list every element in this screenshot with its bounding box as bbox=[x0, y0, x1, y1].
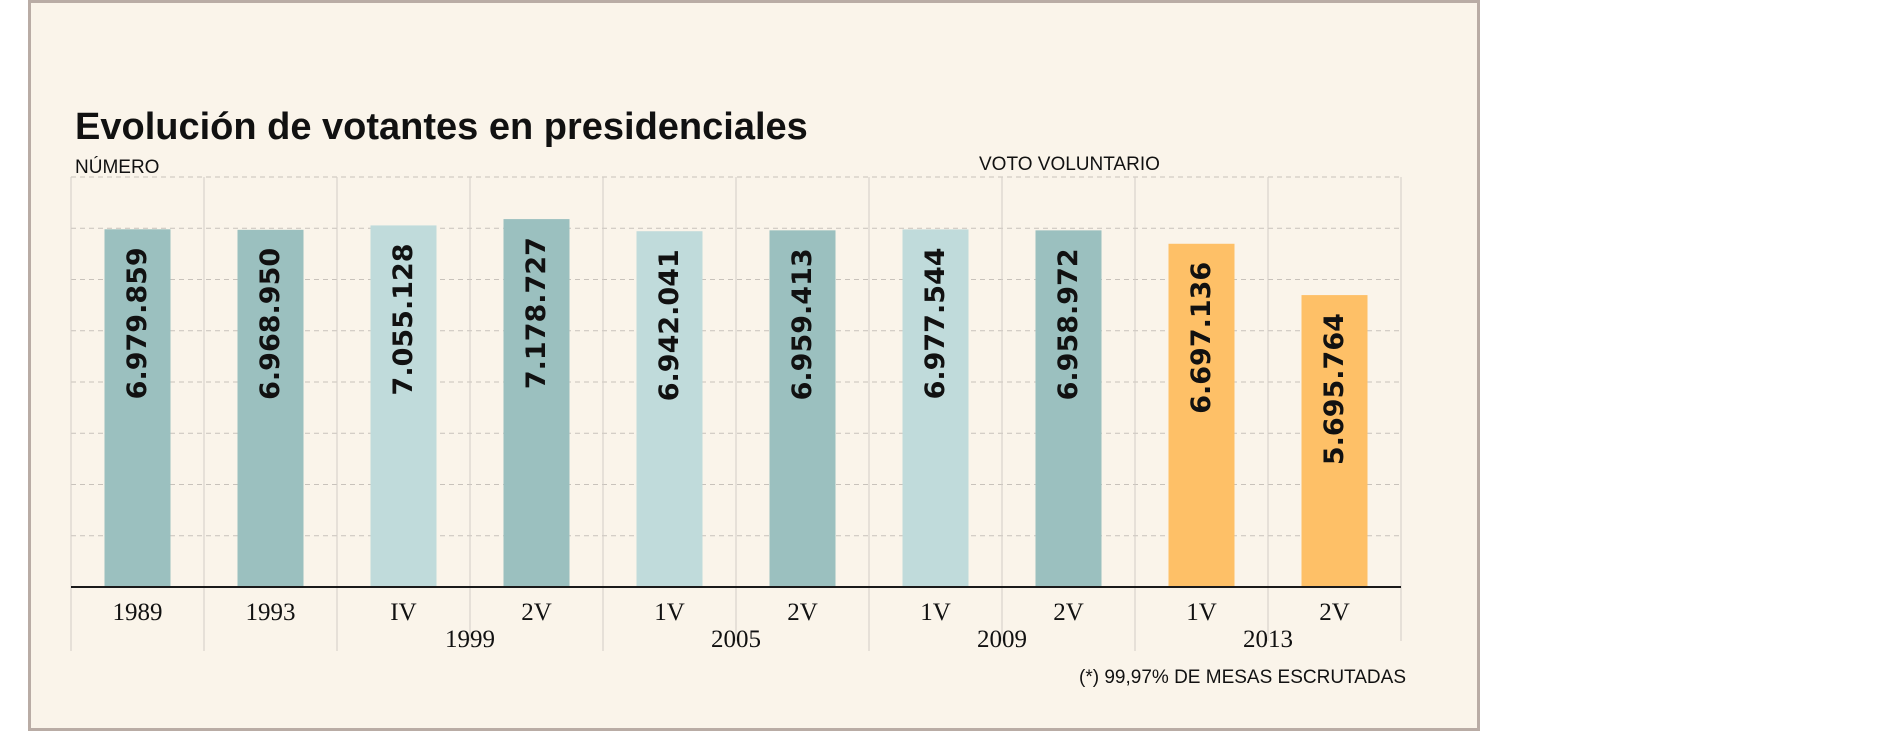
x-group-label: 2005 bbox=[711, 626, 761, 653]
x-group-label: 1999 bbox=[445, 626, 495, 653]
value-labels: 6.979.859 6.968.950 7.055.128 7.178.727 6.94… bbox=[122, 237, 1350, 465]
chart-title: Evolución de votantes en presidenciales bbox=[75, 106, 808, 148]
x-tick-label: 2V bbox=[1319, 599, 1350, 626]
bar bbox=[104, 229, 171, 587]
bar-value-label: 7.055.128 bbox=[388, 243, 419, 395]
bar-value-label: 7.178.727 bbox=[521, 237, 552, 389]
bar bbox=[503, 219, 570, 587]
bar-value-label: 6.979.859 bbox=[122, 247, 153, 399]
bar-value-label: 6.697.136 bbox=[1186, 262, 1217, 414]
x-tick-label: IV bbox=[390, 599, 416, 626]
bar bbox=[370, 225, 437, 587]
x-group-label: 2009 bbox=[977, 626, 1027, 653]
bar-value-label: 6.977.544 bbox=[920, 247, 951, 399]
bar bbox=[1035, 230, 1102, 587]
x-tick-label: 2V bbox=[521, 599, 552, 626]
bar bbox=[902, 229, 969, 587]
chart-panel: Evolución de votantes en presidenciales … bbox=[28, 0, 1480, 731]
x-tick-label: 2V bbox=[1053, 599, 1084, 626]
x-group-label: 2013 bbox=[1243, 626, 1293, 653]
bar-value-label: 6.958.972 bbox=[1053, 248, 1084, 400]
bar-value-label: 6.942.041 bbox=[654, 249, 685, 401]
footnote: (*) 99,97% DE MESAS ESCRUTADAS bbox=[1079, 667, 1406, 688]
bar-value-label: 6.959.413 bbox=[787, 248, 818, 400]
x-tick-label: 1989 bbox=[113, 599, 163, 626]
bar bbox=[636, 231, 703, 587]
x-tick-label: 1V bbox=[1186, 599, 1217, 626]
bar bbox=[1301, 295, 1368, 587]
bars bbox=[104, 219, 1368, 587]
x-tick-label: 1V bbox=[654, 599, 685, 626]
bar-value-label: 6.968.950 bbox=[255, 248, 286, 400]
voto-voluntario-annotation: VOTO VOLUNTARIO bbox=[979, 154, 1160, 175]
x-axis-ticks: 1989 1993 IV 2V 1V 2V 1V 2V 1V 2V 1999 2005 2009 2013 bbox=[71, 586, 1401, 653]
bar-chart: Evolución de votantes en presidenciales … bbox=[70, 106, 1406, 688]
bar bbox=[769, 230, 836, 587]
y-axis-label: NÚMERO bbox=[75, 156, 159, 178]
bar-value-label: 5.695.764 bbox=[1319, 313, 1350, 465]
x-tick-label: 2V bbox=[787, 599, 818, 626]
x-tick-label: 1V bbox=[920, 599, 951, 626]
bar bbox=[1168, 243, 1235, 587]
x-tick-label: 1993 bbox=[246, 599, 296, 626]
bar bbox=[237, 229, 304, 587]
